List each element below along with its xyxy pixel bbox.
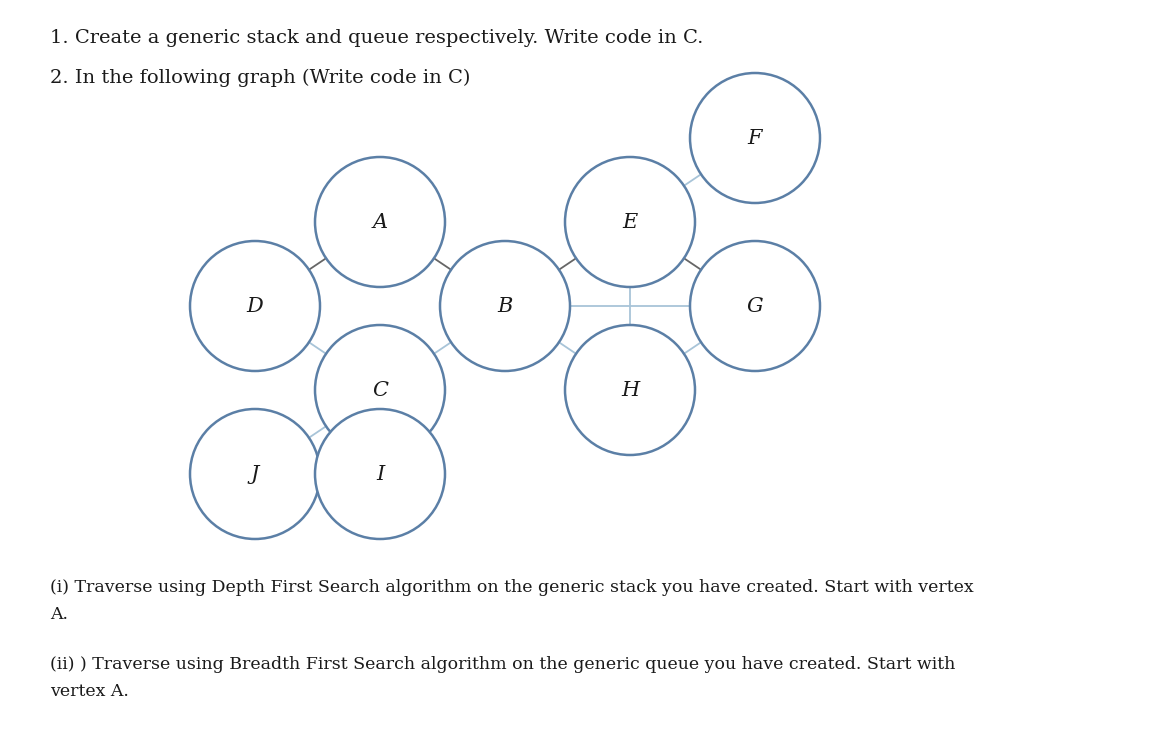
Circle shape: [564, 325, 696, 455]
Circle shape: [690, 73, 820, 203]
Circle shape: [440, 241, 570, 371]
Text: (ii) ) Traverse using Breadth First Search algorithm on the generic queue you ha: (ii) ) Traverse using Breadth First Sear…: [50, 656, 956, 700]
Circle shape: [190, 241, 320, 371]
Text: D: D: [247, 297, 263, 316]
Text: B: B: [498, 297, 513, 316]
Text: I: I: [376, 465, 384, 484]
Circle shape: [315, 325, 445, 455]
Text: C: C: [372, 380, 388, 399]
Circle shape: [564, 157, 696, 287]
Text: 1. Create a generic stack and queue respectively. Write code in C.: 1. Create a generic stack and queue resp…: [50, 29, 704, 47]
Text: A: A: [372, 213, 388, 231]
Text: H: H: [621, 380, 639, 399]
Circle shape: [690, 241, 820, 371]
Text: G: G: [747, 297, 763, 316]
Text: (i) Traverse using Depth First Search algorithm on the generic stack you have cr: (i) Traverse using Depth First Search al…: [50, 579, 973, 623]
Circle shape: [315, 157, 445, 287]
Text: E: E: [622, 213, 638, 231]
Text: F: F: [748, 128, 762, 148]
Circle shape: [315, 409, 445, 539]
Circle shape: [190, 409, 320, 539]
Text: 2. In the following graph (Write code in C): 2. In the following graph (Write code in…: [50, 69, 471, 87]
Text: J: J: [251, 465, 259, 484]
